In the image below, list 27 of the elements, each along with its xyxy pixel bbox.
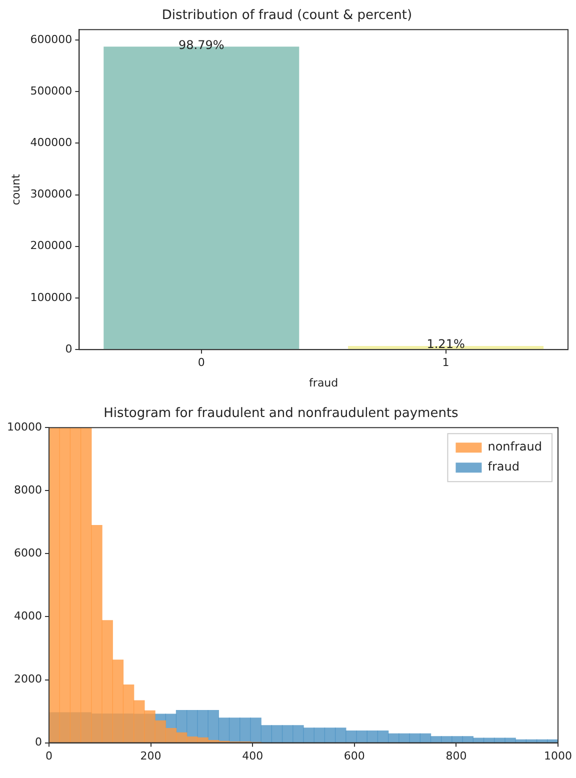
y-tick-label: 2000 xyxy=(14,672,42,686)
x-tick-label: 800 xyxy=(446,749,467,762)
y-tick-label: 100000 xyxy=(30,290,72,304)
x-tick-label: 600 xyxy=(344,749,365,762)
chart-title: Distribution of fraud (count & percent) xyxy=(162,8,412,24)
x-tick-label: 1000 xyxy=(544,749,572,762)
x-axis-title: fraud xyxy=(309,376,338,390)
legend-label: nonfraud xyxy=(488,440,542,454)
y-tick-label: 6000 xyxy=(14,546,42,560)
y-tick-label: 600000 xyxy=(30,32,72,46)
annotation: 1.21% xyxy=(426,337,465,352)
y-tick-label: 0 xyxy=(34,736,42,749)
x-tick-label: 1 xyxy=(442,356,450,370)
y-tick-label: 0 xyxy=(65,342,72,356)
y-tick-label: 10000 xyxy=(6,420,42,434)
y-tick-label: 400000 xyxy=(30,136,72,150)
x-tick-label: 200 xyxy=(140,749,162,762)
y-tick-label: 500000 xyxy=(30,84,72,98)
y-tick-label: 300000 xyxy=(30,188,72,201)
y-tick-label: 8000 xyxy=(14,484,42,496)
y-tick-label: 4000 xyxy=(14,610,42,623)
chart-title: Histogram for fraudulent and nonfraudulent payments xyxy=(104,406,459,422)
x-tick-label: 400 xyxy=(242,749,264,762)
y-axis-title: count xyxy=(9,173,22,206)
annotation: 98.79% xyxy=(178,38,224,52)
y-tick-label: 200000 xyxy=(30,239,72,252)
legend-label: fraud xyxy=(488,460,520,474)
